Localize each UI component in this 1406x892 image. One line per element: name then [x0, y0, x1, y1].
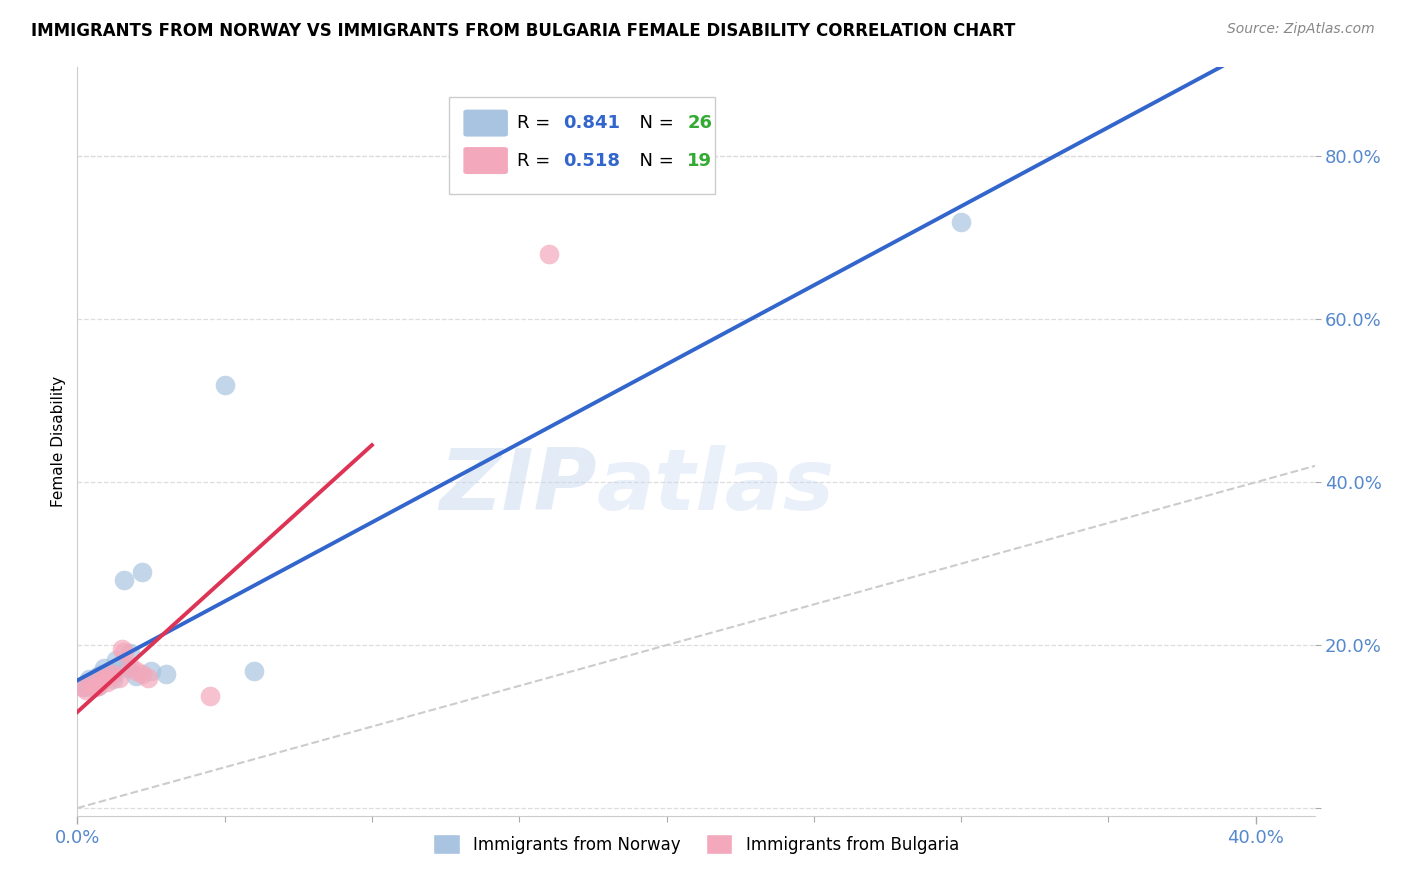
Point — [80, 674, 103, 689]
Point — [90, 673, 112, 687]
Text: 19: 19 — [688, 152, 713, 169]
Point — [214, 377, 236, 392]
Text: 26: 26 — [688, 114, 713, 132]
Point — [114, 573, 136, 587]
Text: R =: R = — [516, 114, 555, 132]
Point — [110, 642, 132, 657]
FancyBboxPatch shape — [464, 147, 508, 174]
Point — [125, 664, 148, 678]
Point — [107, 671, 129, 685]
Point — [77, 681, 100, 695]
Point — [87, 679, 110, 693]
Point — [155, 666, 177, 681]
Point — [120, 658, 142, 673]
Point — [131, 565, 153, 579]
Text: ZIP: ZIP — [439, 445, 598, 528]
Point — [90, 666, 112, 681]
Point — [114, 645, 136, 659]
Point — [950, 214, 973, 228]
Point — [75, 677, 97, 691]
Point — [93, 673, 115, 687]
Point — [139, 664, 162, 678]
Text: N =: N = — [628, 114, 679, 132]
Point — [84, 681, 107, 695]
Point — [110, 658, 132, 673]
Point — [72, 681, 94, 695]
Text: N =: N = — [628, 152, 679, 169]
Text: Source: ZipAtlas.com: Source: ZipAtlas.com — [1227, 22, 1375, 37]
Point — [90, 673, 112, 687]
Point — [72, 681, 94, 695]
Point — [87, 669, 110, 683]
Point — [104, 653, 127, 667]
Point — [243, 664, 266, 678]
Text: 0.841: 0.841 — [564, 114, 620, 132]
Text: atlas: atlas — [598, 445, 835, 528]
Point — [84, 679, 107, 693]
Text: R =: R = — [516, 152, 555, 169]
Point — [537, 247, 560, 261]
Point — [96, 669, 118, 683]
Point — [136, 671, 159, 685]
Point — [75, 682, 97, 697]
FancyBboxPatch shape — [449, 97, 714, 194]
Point — [131, 666, 153, 681]
Point — [98, 664, 121, 678]
Text: IMMIGRANTS FROM NORWAY VS IMMIGRANTS FROM BULGARIA FEMALE DISABILITY CORRELATION: IMMIGRANTS FROM NORWAY VS IMMIGRANTS FRO… — [31, 22, 1015, 40]
Point — [96, 674, 118, 689]
FancyBboxPatch shape — [464, 110, 508, 136]
Point — [101, 673, 124, 687]
Point — [120, 646, 142, 660]
Point — [77, 673, 100, 687]
Point — [80, 677, 103, 691]
Point — [125, 669, 148, 683]
Text: 0.518: 0.518 — [564, 152, 620, 169]
Point — [198, 689, 221, 703]
Point — [98, 669, 121, 683]
Point — [101, 666, 124, 681]
Point — [117, 661, 139, 675]
Point — [93, 661, 115, 675]
Y-axis label: Female Disability: Female Disability — [51, 376, 66, 508]
Point — [87, 679, 110, 693]
Legend: Immigrants from Norway, Immigrants from Bulgaria: Immigrants from Norway, Immigrants from … — [426, 828, 966, 860]
